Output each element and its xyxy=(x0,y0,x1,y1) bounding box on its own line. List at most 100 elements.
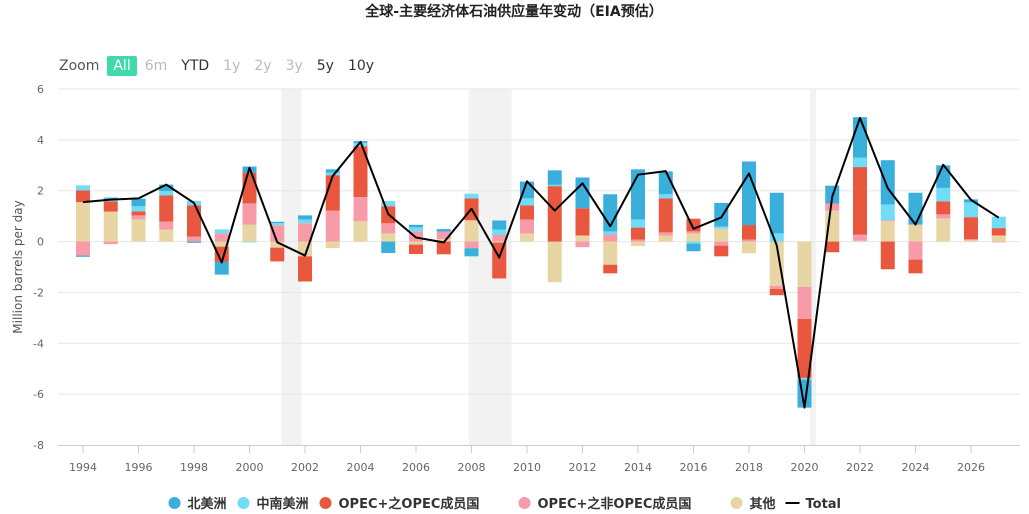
bar-segment xyxy=(936,201,951,215)
bar-segment xyxy=(991,216,1006,229)
bar-segment xyxy=(714,202,729,227)
zoom-5y-button[interactable]: 5y xyxy=(316,58,334,74)
bar-segment xyxy=(131,206,146,212)
bar-segment xyxy=(880,220,895,222)
zoom-10y-button[interactable]: 10y xyxy=(347,58,375,74)
y-tick-label: -8 xyxy=(33,439,44,452)
bar-segment xyxy=(159,190,174,196)
bar-segment xyxy=(658,235,673,242)
bar-segment xyxy=(131,219,146,242)
bar-segment xyxy=(242,224,257,242)
bar-segment xyxy=(686,233,701,242)
y-tick-label: -4 xyxy=(33,337,44,350)
bar-segment xyxy=(769,233,784,242)
bar-segment xyxy=(325,169,340,173)
bar-segment xyxy=(686,241,701,244)
bar-segment xyxy=(298,219,312,224)
bar-segment xyxy=(325,210,340,242)
legend-item: OPEC+之非OPEC成员国 xyxy=(538,496,692,512)
bar-segment xyxy=(214,241,229,247)
bar-segment xyxy=(936,187,951,202)
zoom-1y-button[interactable]: 1y xyxy=(223,58,241,74)
bar-segment xyxy=(76,255,90,257)
bar-segment xyxy=(464,220,479,242)
bar-segment xyxy=(520,233,534,242)
bar-segment xyxy=(131,215,146,220)
bar-segment xyxy=(631,227,645,240)
bar-segment xyxy=(936,214,951,219)
bar-segment xyxy=(714,228,729,242)
bar-segment xyxy=(964,217,978,240)
bar-segment xyxy=(908,224,923,242)
bar-segment xyxy=(131,198,146,207)
bar-segment xyxy=(159,221,174,230)
bar-segment xyxy=(853,157,867,168)
bar-segment xyxy=(381,233,396,242)
bar-segment xyxy=(575,208,590,236)
y-tick-label: 6 xyxy=(37,83,44,96)
bar-segment xyxy=(797,286,812,319)
bar-segment xyxy=(76,185,90,191)
x-tick-label: 2008 xyxy=(458,461,486,474)
bar-segment xyxy=(631,239,645,242)
bar-segment xyxy=(603,264,618,274)
bar-segment xyxy=(769,192,784,234)
bar-segment xyxy=(492,234,507,242)
zoom-ytd-button[interactable]: YTD xyxy=(181,58,210,74)
y-tick-label: 2 xyxy=(37,185,44,198)
bar-segment xyxy=(742,225,756,240)
x-tick-label: 2022 xyxy=(846,461,874,474)
legend-item: 北美洲 xyxy=(188,496,227,512)
legend-marker-icon xyxy=(237,497,250,509)
x-tick-label: 2024 xyxy=(902,461,930,474)
bar-segment xyxy=(991,228,1006,236)
y-tick-label: 4 xyxy=(37,134,44,147)
bar-segment xyxy=(908,259,923,274)
bar-segment xyxy=(131,211,146,216)
bar-segment xyxy=(353,146,368,198)
bar-segment xyxy=(631,219,645,228)
x-tick-label: 2020 xyxy=(791,461,819,474)
bar-segment xyxy=(658,198,673,233)
bar-segment xyxy=(964,202,978,218)
bar-segment xyxy=(658,232,673,236)
bar-segment xyxy=(547,186,562,242)
x-tick-label: 2026 xyxy=(957,461,985,474)
bar-segment xyxy=(464,193,479,199)
bar-segment xyxy=(436,229,451,232)
bar-segment xyxy=(159,184,174,191)
bar-segment xyxy=(880,204,895,221)
legend-item: Total xyxy=(806,497,842,512)
bar-segment xyxy=(631,241,645,247)
bar-segment xyxy=(964,239,978,241)
bar-segment xyxy=(76,190,90,203)
x-tick-label: 2000 xyxy=(236,461,264,474)
zoom-3y-button[interactable]: 3y xyxy=(285,58,303,74)
bar-segment xyxy=(714,226,729,229)
bar-segment xyxy=(464,241,479,249)
bar-segment xyxy=(214,261,229,275)
bar-segment xyxy=(742,239,756,242)
bar-segment xyxy=(159,195,174,222)
bar-segment xyxy=(270,221,285,224)
zoom-all-button[interactable]: All xyxy=(107,56,137,76)
bar-segment xyxy=(742,161,756,226)
bar-segment xyxy=(298,215,312,220)
bar-segment xyxy=(214,229,229,234)
x-tick-label: 2014 xyxy=(624,461,652,474)
bar-segment xyxy=(187,236,201,242)
zoom-6m-button[interactable]: 6m xyxy=(144,58,168,74)
shaded-period xyxy=(810,89,817,445)
bar-segment xyxy=(769,285,784,289)
y-tick-label: -6 xyxy=(33,388,44,401)
bar-segment xyxy=(409,224,423,228)
bar-segment xyxy=(520,205,534,220)
bar-segment xyxy=(797,318,812,378)
bar-segment xyxy=(991,241,1006,243)
zoom-2y-button[interactable]: 2y xyxy=(254,58,272,74)
bar-segment xyxy=(436,239,451,242)
x-tick-label: 1996 xyxy=(125,461,153,474)
bar-segment xyxy=(880,221,895,242)
bar-segment xyxy=(991,235,1006,242)
